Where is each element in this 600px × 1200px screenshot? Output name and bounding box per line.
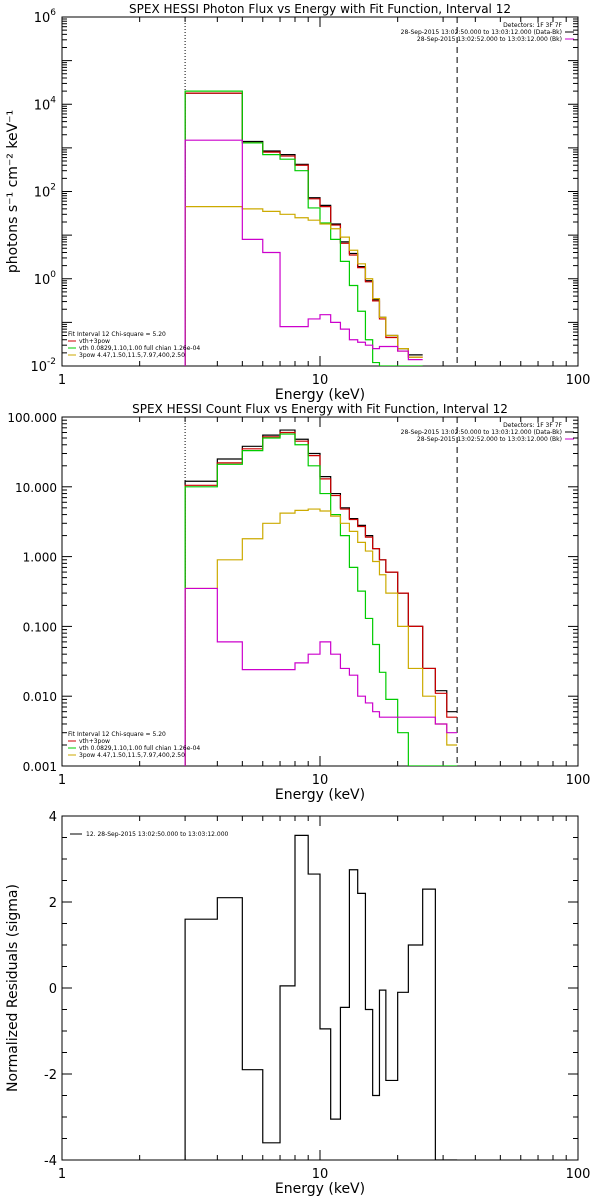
chart-2: 1 10 100 0.001 0.010 0.100 1.000 10.000 100.000 S… [7,402,590,803]
x-tick-label: 1 [58,373,66,388]
y-tick-exponent: 2 [50,183,56,193]
legend-bottom-left-text: 3pow 4.47,1.50,11.5,7.97,400,2.50 [79,352,185,359]
y-tick-exponent: 6 [50,8,56,18]
y-tick-label: -2 [44,1068,57,1083]
y-tick-label: 104 [34,95,57,113]
legend-top-right-text: 28-Sep-2015 13:02:52.000 to 13:03:12.000… [417,436,562,443]
legend-top-right-text: 28-Sep-2015 13:02:52.000 to 13:03:12.000… [417,36,562,43]
plot-frame [61,16,579,367]
legend-top-right-text: Detectors: 1F 3F 7F [503,22,562,29]
y-tick-label: 10.000 [15,481,57,495]
y-tick-label: 106 [34,8,57,26]
x-tick-label: 100 [566,1167,591,1182]
series-line-data-bk [184,429,458,766]
series-line-bk [184,139,423,366]
legend-bottom-left-text: Fit Interval 12 Chi-square = 5.20 [68,731,166,738]
y-tick-label: 0.100 [23,620,57,634]
series-line-residuals [184,834,458,1160]
series-line-bk [184,587,458,766]
x-tick-label: 100 [566,373,591,388]
y-tick-mantissa: 10 [34,11,51,26]
legend-bottom-left-text: vth 0.0829,1.10,1.00 full chian 1.26e-04 [79,345,200,352]
y-tick-label: 2 [49,896,57,911]
x-tick-label: 10 [312,1167,329,1182]
y-tick-label: -4 [44,1154,57,1169]
y-tick-label: 4 [49,810,57,825]
series-line-vth-3pow [184,92,423,366]
y-tick-mantissa: 10 [34,98,51,113]
chart-title: SPEX HESSI Count Flux vs Energy with Fit… [132,402,508,416]
series-line-vth [184,90,423,366]
x-tick-label: 1 [58,773,66,788]
y-tick-exponent: -2 [47,357,56,367]
legend-top-left-text: 12. 28-Sep-2015 13:02:50.000 to 13:03:12… [86,831,229,838]
y-tick-label: 100.000 [7,411,57,425]
y-tick-label: 0.001 [23,760,57,774]
y-tick-mantissa: 10 [34,186,51,201]
x-tick-label: 100 [566,773,591,788]
legend-bottom-left-text: vth 0.0829,1.10,1.00 full chian 1.26e-04 [79,745,200,752]
y-tick-exponent: 0 [50,270,56,280]
x-tick-label: 10 [312,773,329,788]
legend-bottom-left-text: Fit Interval 12 Chi-square = 5.20 [68,331,166,338]
series-line-3pow [184,206,423,366]
chart-3: 1 10 100 -4 -2 0 2 4 Energy (keV) Normalized Resi… [5,810,590,1197]
y-tick-mantissa: 10 [34,273,51,288]
x-tick-label: 1 [58,1167,66,1182]
series-line-data-bk [184,92,423,366]
plot-area [184,90,423,366]
y-tick-label: 100 [34,270,57,288]
y-tick-label: 0.010 [23,690,57,704]
x-axis-label: Energy (keV) [275,387,365,403]
series-line-vth [184,433,458,766]
plot-area [184,429,458,766]
chart-title: SPEX HESSI Photon Flux vs Energy with Fi… [129,2,511,16]
x-axis-label: Energy (keV) [275,787,365,803]
y-axis-label: photons s⁻¹ cm⁻² keV⁻¹ [5,110,21,273]
legend-bottom-left-text: vth+3pow [79,738,110,745]
legend-bottom-left-text: vth+3pow [79,338,110,345]
series-line-3pow [184,508,458,766]
y-tick-label: 1.000 [23,551,57,565]
x-axis-label: Energy (keV) [275,1181,365,1197]
y-axis-label: Normalized Residuals (sigma) [5,884,21,1092]
series-line-vth-3pow [184,431,458,766]
legend-bottom-left-text: 3pow 4.47,1.50,11.5,7.97,400,2.50 [79,752,185,759]
plot-area [184,834,458,1160]
y-tick-mantissa: 10 [30,360,47,375]
y-tick-label: 102 [34,183,56,201]
y-tick-label: 10-2 [30,357,56,375]
legend-top-right-text: 28-Sep-2015 13:02:50.000 to 13:03:12.000… [401,429,562,436]
x-tick-label: 10 [312,373,329,388]
y-tick-label: 0 [49,982,57,997]
y-tick-exponent: 4 [50,95,56,105]
legend-top-right-text: Detectors: 1F 3F 7F [503,422,562,429]
legend-top-right-text: 28-Sep-2015 13:02:50.000 to 13:03:12.000… [401,29,562,36]
